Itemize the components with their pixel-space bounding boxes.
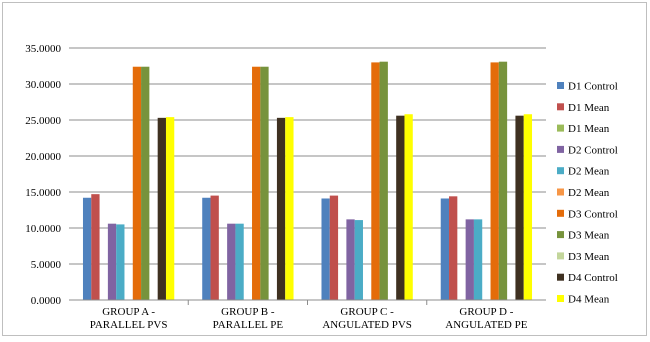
bar: [91, 194, 100, 300]
bar: [396, 115, 405, 301]
bar: [346, 219, 355, 300]
legend-swatch: [557, 209, 564, 217]
x-axis: GROUP A -PARALLEL PVS GROUP B -PARALLEL P…: [69, 299, 546, 331]
legend-label: D4 Mean: [568, 294, 610, 306]
y-tick-label: 15.0000: [25, 187, 61, 199]
x-tick-label: ANGULATED PVS: [322, 319, 412, 331]
legend-swatch: [557, 145, 564, 153]
bar: [473, 219, 483, 300]
bar: [285, 117, 294, 301]
bar: [157, 117, 166, 300]
x-tick-label: GROUP B -: [221, 306, 275, 318]
legend-label: D1 Mean: [568, 102, 610, 114]
legend-label: D1 Mean: [568, 123, 610, 135]
bar: [449, 196, 458, 300]
bar: [82, 197, 92, 300]
bar: [260, 66, 269, 300]
legend-swatch: [557, 124, 564, 132]
bar: [210, 195, 219, 300]
bar: [371, 62, 380, 301]
legend-swatch: [557, 295, 564, 302]
bar: [276, 117, 286, 300]
bar: [379, 61, 388, 301]
bar: [116, 224, 125, 300]
legend-label: D4 Control: [568, 272, 618, 284]
x-tick-label: GROUP C -: [340, 306, 394, 318]
bar: [465, 219, 474, 300]
chart-frame: 0.0000 5.0000 10.0000 15.0000 20.0000 25.0000…: [2, 2, 647, 336]
bar: [227, 223, 236, 300]
x-tick-label: GROUP A -: [102, 306, 155, 318]
bar: [354, 220, 363, 300]
y-tick-label: 30.0000: [25, 79, 61, 91]
legend-swatch: [557, 252, 564, 260]
legend-swatch: [557, 103, 564, 111]
legend-label: D3 Control: [568, 208, 618, 220]
bar: [329, 195, 339, 300]
legend-swatch: [557, 231, 564, 239]
y-axis: 0.0000 5.0000 10.0000 15.0000 20.0000 25.0000…: [25, 43, 61, 307]
bar: [132, 66, 142, 300]
bar: [523, 114, 533, 301]
bar: [404, 114, 413, 301]
legend-label: D3 Mean: [568, 230, 610, 242]
bar: [202, 197, 211, 300]
bar: [165, 117, 175, 301]
bar: [515, 115, 524, 301]
x-tick-label: PARALLEL PVS: [90, 319, 168, 331]
legend-label: D1 Control: [568, 81, 618, 93]
legend-swatch: [557, 188, 564, 196]
legend-label: D2 Control: [568, 144, 618, 156]
x-tick-label: ANGULATED PE: [445, 319, 527, 331]
x-tick-label: PARALLEL PE: [213, 319, 284, 331]
y-tick-label: 25.0000: [25, 115, 61, 127]
bar-chart: 0.0000 5.0000 10.0000 15.0000 20.0000 25.0000…: [25, 43, 618, 331]
y-tick-label: 20.0000: [25, 151, 61, 163]
legend: D1 Control D1 Mean D1 Mean D2 Control D2 Mea…: [557, 81, 618, 306]
bar: [490, 62, 499, 301]
y-tick-label: 10.0000: [25, 223, 61, 235]
legend-swatch: [557, 82, 564, 89]
y-tick-label: 35.0000: [25, 43, 61, 55]
bar-series: [82, 61, 533, 301]
x-tick-label: GROUP D -: [459, 306, 513, 318]
bar: [141, 66, 150, 300]
bar: [235, 223, 244, 300]
bar: [440, 198, 450, 300]
legend-swatch: [557, 273, 564, 281]
legend-label: D2 Mean: [568, 187, 610, 199]
y-tick-label: 5.0000: [31, 259, 62, 271]
legend-label: D2 Mean: [568, 166, 610, 178]
y-tick-label: 0.0000: [31, 295, 62, 307]
bar: [252, 66, 261, 300]
legend-swatch: [557, 167, 564, 175]
bar: [321, 198, 330, 300]
legend-label: D3 Mean: [568, 251, 610, 263]
bar: [498, 61, 508, 301]
bar: [107, 223, 117, 300]
